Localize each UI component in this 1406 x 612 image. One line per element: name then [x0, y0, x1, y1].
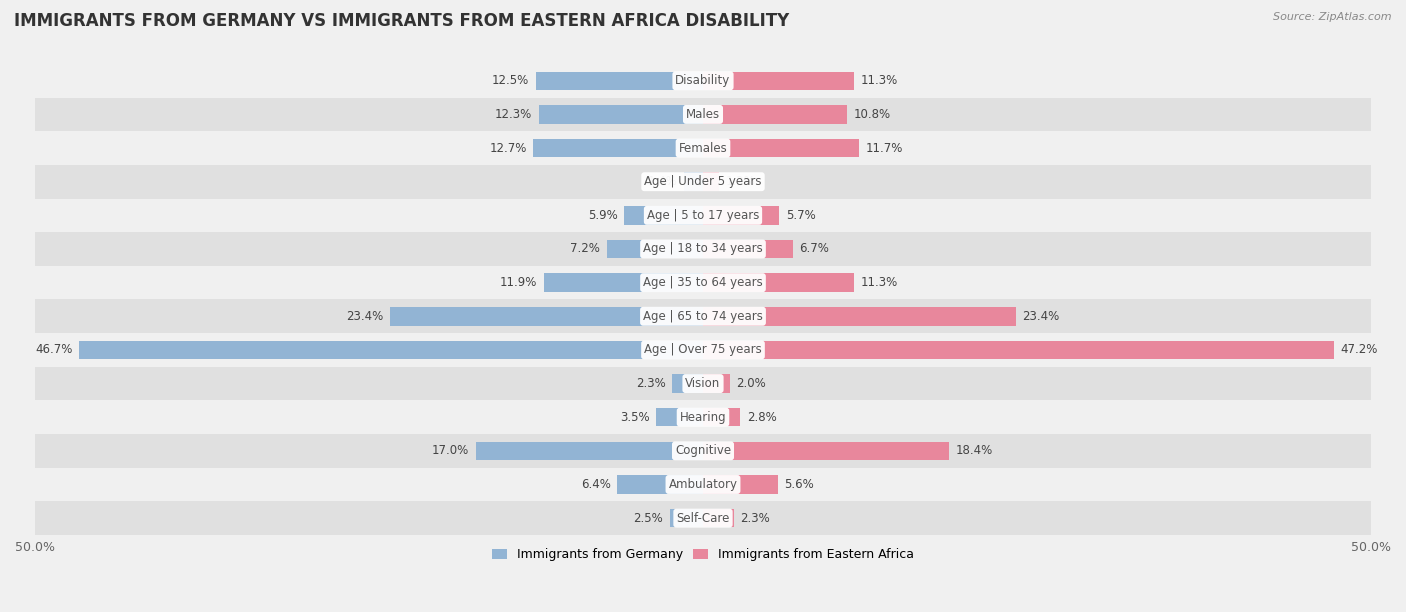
Text: 2.8%: 2.8%	[747, 411, 778, 424]
Bar	[35, 400, 1371, 434]
Bar	[35, 165, 1371, 198]
Bar	[35, 232, 1371, 266]
Bar	[685, 173, 703, 191]
Text: 23.4%: 23.4%	[1022, 310, 1060, 323]
Text: 2.5%: 2.5%	[633, 512, 662, 524]
Bar	[35, 333, 1371, 367]
Legend: Immigrants from Germany, Immigrants from Eastern Africa: Immigrants from Germany, Immigrants from…	[486, 543, 920, 566]
Text: 6.4%: 6.4%	[581, 478, 610, 491]
Text: Males: Males	[686, 108, 720, 121]
Text: 5.9%: 5.9%	[588, 209, 617, 222]
Bar	[35, 97, 1371, 131]
Text: 5.7%: 5.7%	[786, 209, 815, 222]
Text: 2.0%: 2.0%	[737, 377, 766, 390]
Bar	[79, 341, 703, 359]
Bar	[703, 442, 949, 460]
Text: 11.3%: 11.3%	[860, 276, 898, 289]
Text: 6.7%: 6.7%	[799, 242, 830, 255]
Bar	[35, 501, 1371, 535]
Bar	[35, 198, 1371, 232]
Text: 7.2%: 7.2%	[571, 242, 600, 255]
Text: Vision: Vision	[685, 377, 721, 390]
Text: 11.3%: 11.3%	[860, 74, 898, 88]
Text: 3.5%: 3.5%	[620, 411, 650, 424]
Bar	[35, 131, 1371, 165]
Bar	[703, 509, 734, 528]
Text: 10.8%: 10.8%	[853, 108, 891, 121]
Text: 1.2%: 1.2%	[725, 175, 755, 188]
Bar	[533, 139, 703, 157]
Text: 46.7%: 46.7%	[35, 343, 72, 356]
Bar	[703, 105, 848, 124]
Bar	[35, 299, 1371, 333]
Bar	[703, 307, 1015, 326]
Bar	[703, 173, 718, 191]
Bar	[538, 105, 703, 124]
Text: Age | 35 to 64 years: Age | 35 to 64 years	[643, 276, 763, 289]
Bar	[544, 274, 703, 292]
Text: Age | Under 5 years: Age | Under 5 years	[644, 175, 762, 188]
Bar	[536, 72, 703, 90]
Text: 11.7%: 11.7%	[866, 141, 904, 155]
Bar	[617, 476, 703, 494]
Text: Source: ZipAtlas.com: Source: ZipAtlas.com	[1274, 12, 1392, 22]
Text: Self-Care: Self-Care	[676, 512, 730, 524]
Bar	[703, 274, 853, 292]
Text: 12.7%: 12.7%	[489, 141, 527, 155]
Bar	[672, 375, 703, 393]
Text: 12.5%: 12.5%	[492, 74, 529, 88]
Text: Disability: Disability	[675, 74, 731, 88]
Bar	[703, 408, 741, 427]
Text: Age | 5 to 17 years: Age | 5 to 17 years	[647, 209, 759, 222]
Bar	[703, 341, 1334, 359]
Text: 47.2%: 47.2%	[1340, 343, 1378, 356]
Text: 12.3%: 12.3%	[495, 108, 531, 121]
Text: Age | Over 75 years: Age | Over 75 years	[644, 343, 762, 356]
Bar	[703, 139, 859, 157]
Bar	[703, 476, 778, 494]
Text: 18.4%: 18.4%	[956, 444, 993, 457]
Text: Females: Females	[679, 141, 727, 155]
Bar	[607, 240, 703, 258]
Bar	[35, 266, 1371, 299]
Text: 2.3%: 2.3%	[741, 512, 770, 524]
Bar	[35, 367, 1371, 400]
Bar	[657, 408, 703, 427]
Text: 1.4%: 1.4%	[648, 175, 678, 188]
Bar	[703, 206, 779, 225]
Bar	[669, 509, 703, 528]
Bar	[703, 72, 853, 90]
Text: Ambulatory: Ambulatory	[668, 478, 738, 491]
Bar	[35, 434, 1371, 468]
Bar	[624, 206, 703, 225]
Bar	[703, 375, 730, 393]
Text: IMMIGRANTS FROM GERMANY VS IMMIGRANTS FROM EASTERN AFRICA DISABILITY: IMMIGRANTS FROM GERMANY VS IMMIGRANTS FR…	[14, 12, 789, 30]
Bar	[35, 64, 1371, 97]
Text: 2.3%: 2.3%	[636, 377, 665, 390]
Text: Cognitive: Cognitive	[675, 444, 731, 457]
Bar	[703, 240, 793, 258]
Text: 5.6%: 5.6%	[785, 478, 814, 491]
Text: Age | 18 to 34 years: Age | 18 to 34 years	[643, 242, 763, 255]
Text: 23.4%: 23.4%	[346, 310, 384, 323]
Text: 17.0%: 17.0%	[432, 444, 470, 457]
Bar	[391, 307, 703, 326]
Text: 11.9%: 11.9%	[501, 276, 537, 289]
Bar	[35, 468, 1371, 501]
Bar	[475, 442, 703, 460]
Text: Age | 65 to 74 years: Age | 65 to 74 years	[643, 310, 763, 323]
Text: Hearing: Hearing	[679, 411, 727, 424]
